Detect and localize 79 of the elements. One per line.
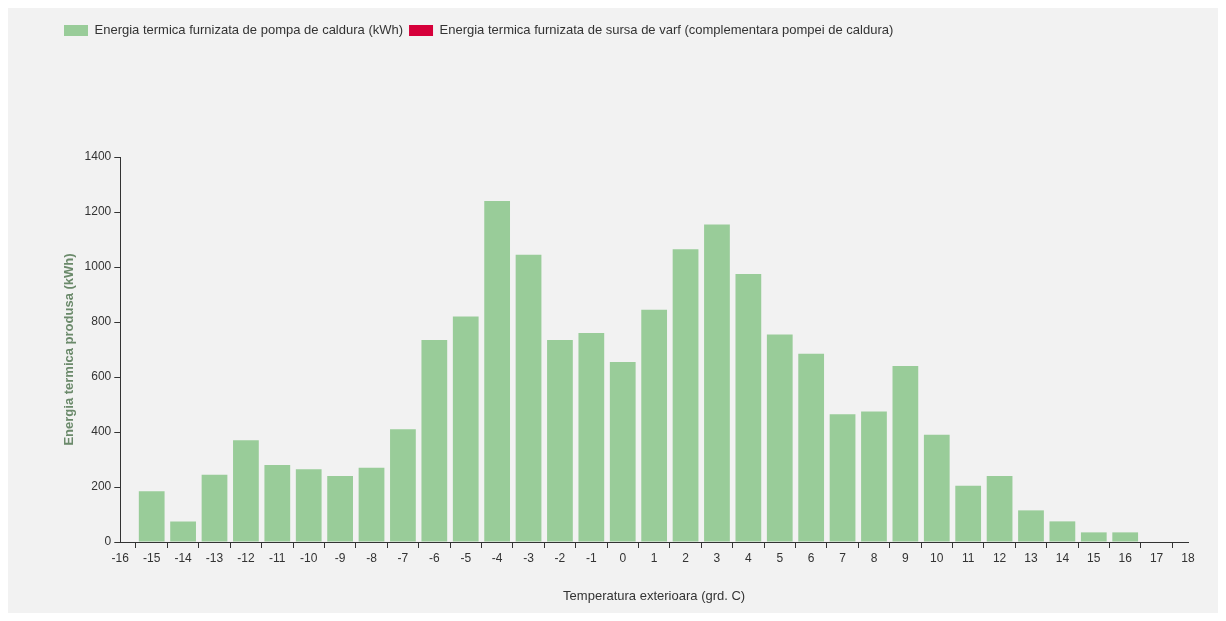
x-tick-label: 11 [961, 550, 975, 565]
bar [1018, 510, 1044, 542]
x-tick-label: 6 [807, 550, 815, 565]
y-tick-label: 1200 [84, 204, 112, 219]
bar [1049, 521, 1076, 542]
x-tick-label: -4 [491, 550, 503, 565]
bar [766, 334, 793, 542]
bar [201, 474, 228, 542]
x-tick-label: -2 [554, 550, 566, 565]
bar [327, 476, 353, 542]
x-tick-label: -8 [366, 550, 378, 565]
bar [986, 476, 1013, 542]
x-tick-label: -13 [205, 550, 224, 565]
bar [390, 429, 416, 542]
x-tick-label: 7 [839, 550, 847, 565]
x-tick-label: -14 [174, 550, 193, 565]
x-tick-label: 16 [1118, 550, 1133, 565]
x-tick-label: -5 [460, 550, 472, 565]
x-tick-label: -12 [237, 550, 255, 565]
x-tick-label: -15 [143, 550, 161, 565]
bar [295, 469, 322, 542]
x-tick-label: -1 [586, 550, 597, 565]
y-tick-label: 600 [91, 369, 112, 384]
bar [170, 521, 196, 542]
bar [672, 249, 699, 542]
x-tick-label: -9 [334, 550, 346, 565]
bar [735, 273, 762, 542]
x-tick-label: -3 [523, 550, 535, 565]
x-tick-label: 9 [902, 550, 910, 565]
bar [484, 201, 511, 542]
bar [452, 316, 479, 542]
y-tick-label: 200 [91, 479, 112, 494]
y-axis-title: Energia termica produsa (kWh) [61, 253, 77, 446]
bar [578, 333, 605, 542]
x-tick-label: 15 [1087, 550, 1101, 565]
y-tick-label: 1000 [84, 259, 112, 274]
bar [1080, 532, 1107, 542]
x-axis-title: Temperatura exterioara (grd. C) [563, 587, 746, 603]
x-tick-label: 10 [930, 550, 944, 565]
bar [421, 339, 448, 542]
bar [829, 414, 856, 542]
bar [515, 254, 542, 542]
y-tick-label: 800 [91, 314, 112, 329]
bar [798, 353, 825, 542]
bar [264, 465, 291, 542]
bar [641, 309, 668, 542]
x-tick-label: 3 [713, 550, 721, 565]
bar [609, 361, 636, 542]
bar [358, 467, 385, 542]
x-tick-label: -11 [269, 550, 286, 565]
x-tick-label: -6 [428, 550, 440, 565]
x-tick-label: 2 [682, 550, 690, 565]
x-tick-label: -10 [300, 550, 318, 565]
bar [704, 224, 730, 542]
x-tick-label: 5 [776, 550, 784, 565]
legend-label: Energia termica furnizata de sursa de varf (complementara pompei de caldura) [439, 22, 894, 38]
x-tick-label: 8 [870, 550, 878, 565]
x-tick-label: 0 [619, 550, 627, 565]
y-tick-label: 1400 [84, 149, 112, 164]
y-tick-label: 400 [91, 424, 112, 439]
bar [1112, 532, 1139, 542]
legend-label: Energia termica furnizata de pompa de caldura (kWh) [94, 22, 404, 38]
bar [861, 411, 887, 542]
x-tick-label: 17 [1149, 550, 1164, 565]
x-tick-label: 14 [1055, 550, 1070, 565]
bar [955, 485, 982, 542]
x-tick-label: 1 [650, 550, 658, 565]
bar [892, 366, 919, 542]
bar [547, 339, 573, 542]
bar [233, 440, 259, 542]
x-tick-label: 13 [1024, 550, 1038, 565]
bar [138, 491, 165, 542]
y-tick-label: 0 [104, 534, 112, 549]
x-tick-label: 18 [1181, 550, 1195, 565]
x-tick-label: 4 [745, 550, 753, 565]
x-tick-label: -16 [111, 550, 130, 565]
x-tick-label: 12 [992, 550, 1007, 565]
x-tick-label: -7 [397, 550, 409, 565]
bar [923, 434, 950, 542]
